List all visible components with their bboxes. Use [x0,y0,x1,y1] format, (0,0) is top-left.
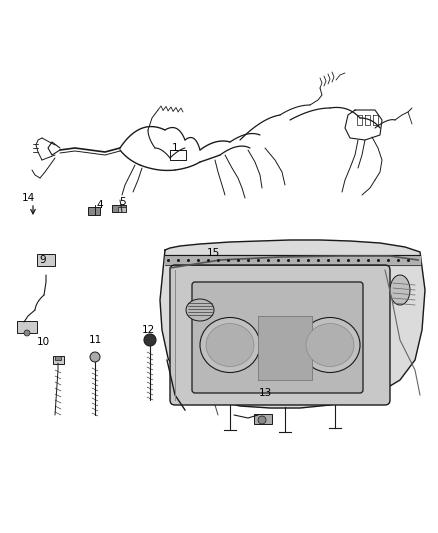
FancyBboxPatch shape [192,282,363,393]
Bar [118,207,126,212]
Circle shape [258,416,266,424]
Ellipse shape [390,275,410,305]
Text: 14: 14 [21,193,35,203]
FancyBboxPatch shape [17,321,37,333]
FancyBboxPatch shape [37,254,55,266]
Text: 15: 15 [206,248,219,258]
Ellipse shape [300,318,360,373]
Ellipse shape [200,318,260,373]
Text: 12: 12 [141,325,155,335]
Ellipse shape [206,324,254,367]
FancyBboxPatch shape [254,414,272,424]
Ellipse shape [306,324,354,367]
Text: 11: 11 [88,335,102,345]
Text: 9: 9 [40,255,46,265]
Text: 13: 13 [258,388,272,398]
FancyBboxPatch shape [258,316,312,380]
Bar [112,205,126,212]
Ellipse shape [186,299,214,321]
Polygon shape [160,240,425,408]
Circle shape [90,352,100,362]
FancyBboxPatch shape [170,265,390,405]
Bar [88,207,100,215]
Text: 10: 10 [36,337,49,347]
FancyBboxPatch shape [53,356,64,364]
Text: 4: 4 [97,200,103,210]
Text: 5: 5 [119,197,125,207]
Circle shape [144,334,156,346]
Bar [55,356,61,360]
Text: 1: 1 [172,143,178,153]
Circle shape [24,330,30,336]
Polygon shape [165,255,420,265]
